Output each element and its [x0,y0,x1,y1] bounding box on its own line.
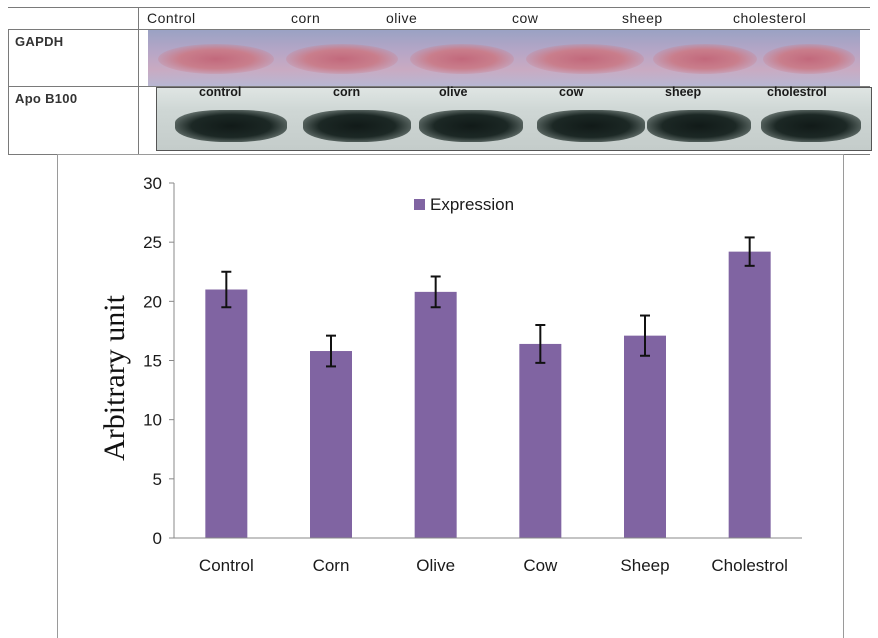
x-tick-label: Control [199,556,254,575]
x-tick-label: Corn [313,556,350,575]
x-axis: Control Corn Olive Cow Sheep Cholestrol [174,537,802,575]
apob-band [761,110,861,142]
gapdh-band [410,44,514,74]
apob-band [175,110,287,142]
gapdh-band [286,44,398,74]
x-tick-label: Cow [523,556,558,575]
x-tick-label: Sheep [620,556,669,575]
apob-band [303,110,411,142]
header-lane-4: cow [512,10,539,26]
legend: Expression [414,195,514,214]
y-tick-label: 20 [143,292,162,311]
header-lane-5: sheep [622,10,663,26]
bars [205,236,771,538]
blot-column-divider [138,7,139,155]
bar-corn [310,351,352,538]
y-tick-label: 0 [153,529,162,548]
x-tick-label: Olive [416,556,455,575]
chart-frame [57,154,844,638]
blot-header-divider [8,29,870,30]
gapdh-band [158,44,274,74]
y-tick-label: 30 [143,174,162,193]
bar-cow [519,343,562,538]
header-lane-6: cholesterol [733,10,807,26]
bar-sheep [624,335,666,538]
header-lane-3: olive [386,10,418,26]
blot-left-border [8,29,9,155]
apob100-blot-image: control corn olive cow sheep cholestrol [156,85,872,151]
gapdh-band [526,44,644,74]
y-tick-label: 15 [143,352,162,371]
apob-band [419,110,523,142]
header-lane-1: Control [147,10,196,26]
y-tick-label: 10 [143,411,162,430]
y-axis: 0 5 10 15 20 25 30 [143,174,175,548]
y-tick-label: 5 [153,470,162,489]
apob-band [537,110,645,142]
x-tick-label: Cholestrol [711,556,788,575]
legend-label: Expression [430,195,514,214]
y-tick-label: 25 [143,233,162,252]
gapdh-blot-image [148,30,860,86]
row-label-apob100: Apo B100 [15,91,78,106]
apob-lane-label: control [199,85,242,99]
legend-swatch [414,199,425,210]
row-label-gapdh: GAPDH [15,34,64,49]
blot-top-border [8,7,870,8]
gapdh-band [653,44,757,74]
apob-lane-label: cholestrol [767,85,827,99]
apob-lane-label: sheep [665,85,702,99]
apob-lane-label: olive [439,85,468,99]
blot-row-divider [8,86,870,87]
y-axis-label: Arbitrary unit [98,294,131,460]
apob-lane-label: corn [333,85,361,99]
gapdh-band [763,44,855,74]
apob-band [647,110,751,142]
apob-lane-label: cow [559,85,584,99]
bar-cholestrol [728,251,771,538]
header-lane-2: corn [291,10,321,26]
bar-control [205,289,248,538]
western-blot-panel: Control corn olive cow sheep cholesterol… [8,7,878,155]
bar-olive [414,291,457,538]
